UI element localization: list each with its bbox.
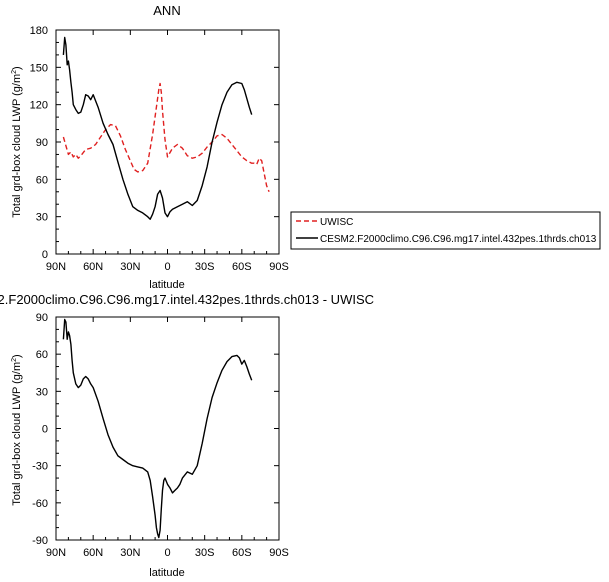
top-y-tick-label: 60 [36, 174, 48, 186]
bottom-y-tick-label: -90 [32, 535, 48, 547]
bottom-x-tick-label: 30S [195, 547, 215, 559]
top-series-line-1 [62, 36, 253, 220]
bottom-x-tick-label: 0 [164, 547, 170, 559]
top-x-tick-label: 30S [195, 261, 215, 273]
top-y-tick-label: 0 [42, 249, 48, 261]
top-x-axis-label: latitude [149, 279, 184, 291]
top-y-tick-label: 150 [30, 62, 48, 74]
top-y-tick-label: 30 [36, 212, 48, 224]
bottom-x-tick-label: 90S [269, 547, 289, 559]
bottom-y-tick-label: 60 [36, 349, 48, 361]
top-panel: ANN 90N 60N 30N 0 30S 60S 90S0306090120150180 … [11, 3, 289, 291]
top-x-tick-label: 30N [120, 261, 140, 273]
bottom-x-tick-label: 90N [46, 547, 66, 559]
top-x-tick-label: 60S [232, 261, 252, 273]
top-chart-title: ANN [153, 3, 180, 18]
bottom-x-tick-label: 30N [120, 547, 140, 559]
bottom-y-tick-label: 90 [36, 312, 48, 324]
top-y-axis-label: Total grd-box cloud LWP (g/m2) [11, 66, 23, 217]
legend-box [290, 211, 601, 250]
top-series-line-0 [62, 82, 270, 193]
top-plot-frame [55, 29, 280, 255]
top-x-tick-label: 90S [269, 261, 289, 273]
legend-cesm2-label: CESM2.F2000climo.C96.C96.mg17.intel.432p… [320, 234, 597, 245]
top-y-tick-label: 180 [30, 25, 48, 37]
bottom-x-tick-label: 60S [232, 547, 252, 559]
legend-uwisc-label: UWISC [320, 217, 353, 228]
bottom-y-tick-label: -60 [32, 498, 48, 510]
bottom-x-tick-label: 60N [83, 547, 103, 559]
legend: UWISC CESM2.F2000climo.C96.C96.mg17.inte… [290, 211, 601, 250]
top-y-tick-label: 120 [30, 100, 48, 112]
bottom-y-tick-label: 30 [36, 386, 48, 398]
top-y-tick-label: 90 [36, 137, 48, 149]
bottom-y-tick-label: -30 [32, 461, 48, 473]
top-x-tick-label: 90N [46, 261, 66, 273]
bottom-chart-title: CESM2.F2000climo.C96.C96.mg17.intel.432p… [0, 292, 374, 307]
top-x-tick-label: 0 [164, 261, 170, 273]
bottom-plot-frame [55, 316, 280, 541]
top-x-tick-label: 60N [83, 261, 103, 273]
bottom-y-tick-label: 0 [42, 424, 48, 436]
bottom-panel: CESM2.F2000climo.C96.C96.mg17.intel.432p… [0, 292, 374, 579]
bottom-x-axis-label: latitude [149, 567, 184, 579]
bottom-series-line-0 [62, 318, 253, 539]
bottom-y-axis-label: Total grd-box cloud LWP (g/m2) [11, 354, 23, 505]
